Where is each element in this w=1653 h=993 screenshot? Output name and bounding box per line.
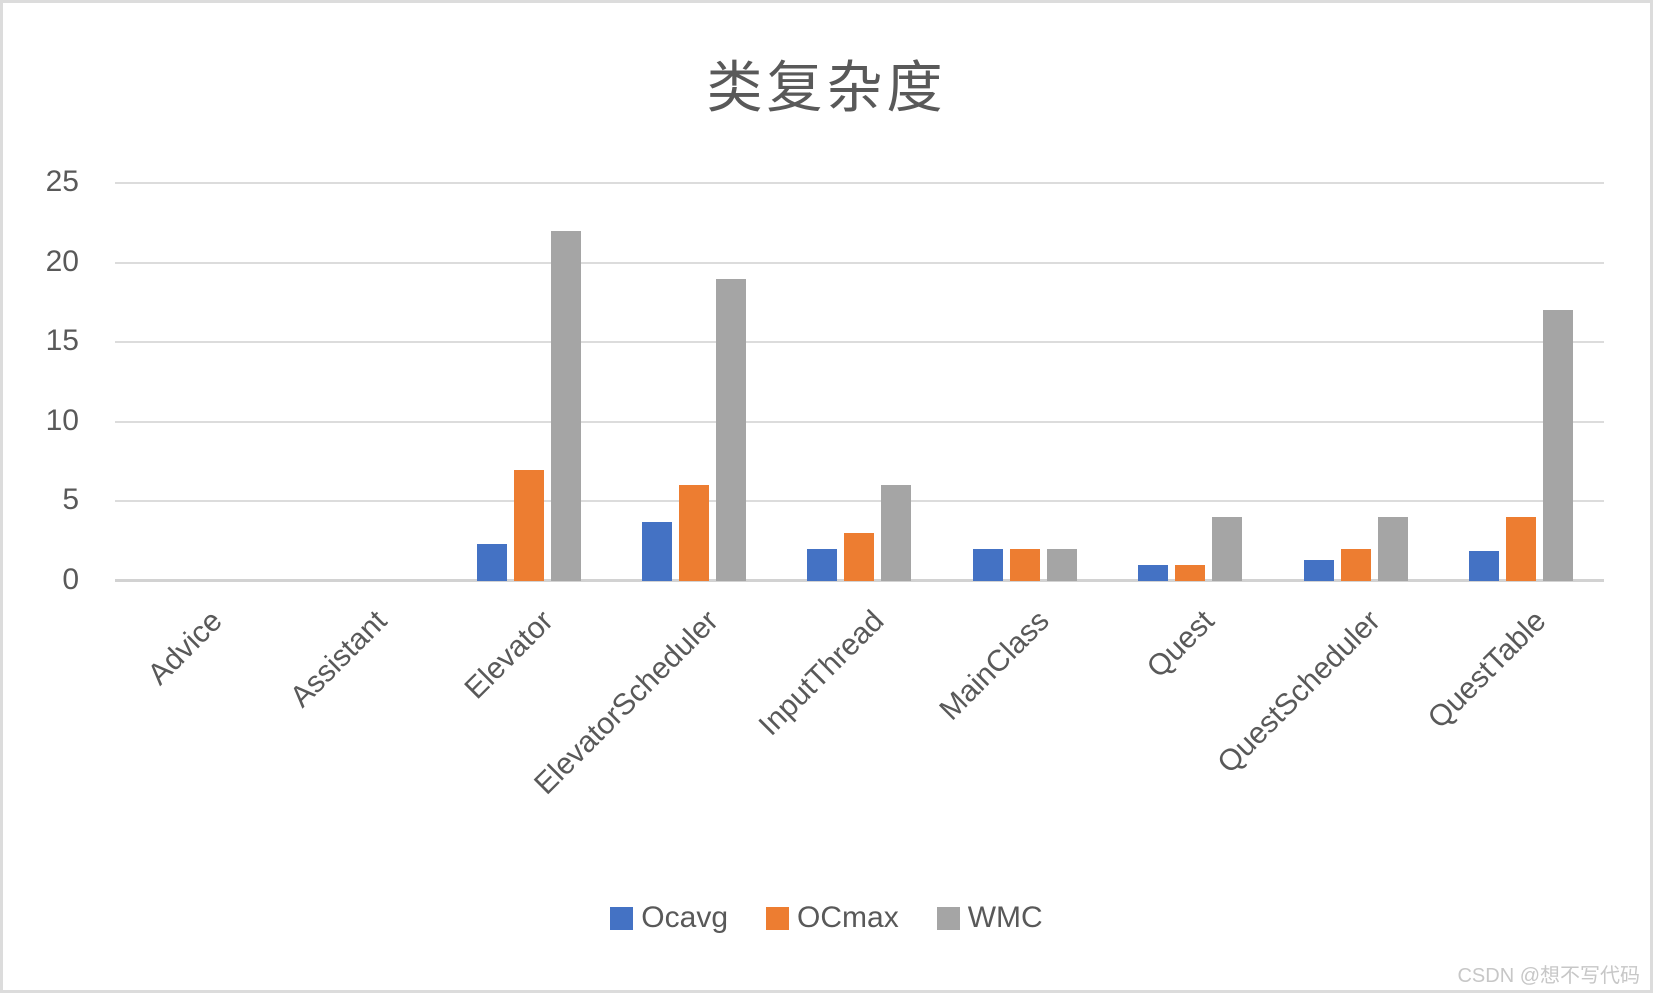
- x-axis-category-label-ElevatorScheduler: ElevatorScheduler: [527, 604, 725, 801]
- bar-ocavg-ElevatorScheduler: [642, 522, 673, 581]
- gridline-25: [115, 182, 1604, 184]
- bar-ocmax-MainClass: [1009, 549, 1040, 581]
- legend-swatch-ocavg: [610, 906, 634, 930]
- bar-ocavg-QuestScheduler: [1303, 560, 1334, 581]
- bar-wmc-Quest: [1212, 517, 1243, 581]
- legend-item-ocmax: OCmax: [766, 903, 899, 933]
- bar-group-Elevator: [446, 183, 611, 581]
- y-axis-tick-label-5: 5: [62, 483, 79, 517]
- legend-item-wmc: WMC: [936, 901, 1043, 934]
- legend-item-ocavg: Ocavg: [610, 903, 728, 933]
- plot-area: [115, 182, 1604, 582]
- legend-label-wmc: WMC: [967, 901, 1043, 934]
- bar-wmc-InputThread: [881, 485, 912, 581]
- bar-ocmax-QuestTable: [1506, 517, 1537, 581]
- legend-label-ocmax: OCmax: [797, 901, 899, 934]
- y-axis-tick-label-25: 25: [45, 165, 79, 198]
- bar-group-InputThread: [777, 183, 942, 581]
- bar-ocmax-QuestScheduler: [1340, 549, 1371, 581]
- bar-ocavg-Elevator: [476, 544, 507, 581]
- x-axis-category-label-Assistant: Assistant: [284, 604, 394, 714]
- legend-swatch-wmc: [936, 906, 960, 930]
- y-axis-tick-label-20: 20: [45, 244, 79, 278]
- legend-label-ocavg: Ocavg: [641, 901, 729, 934]
- bar-group-MainClass: [942, 183, 1107, 581]
- bar-ocavg-InputThread: [807, 549, 838, 581]
- y-axis-tick-label-0: 0: [62, 563, 79, 596]
- bar-ocmax-ElevatorScheduler: [679, 485, 710, 581]
- bar-wmc-MainClass: [1046, 549, 1077, 581]
- x-axis-category-label-MainClass: MainClass: [933, 604, 1056, 727]
- bar-group-QuestScheduler: [1273, 183, 1438, 581]
- bar-wmc-ElevatorScheduler: [716, 279, 747, 581]
- bar-group-QuestTable: [1439, 183, 1604, 581]
- y-axis-tick-label-10: 10: [45, 403, 79, 437]
- bar-ocmax-InputThread: [844, 533, 875, 581]
- csdn-watermark: CSDN @想不写代码: [1457, 965, 1640, 987]
- bar-group-Advice: [115, 183, 280, 581]
- bar-ocmax-Quest: [1175, 565, 1206, 581]
- x-axis-category-label-InputThread: InputThread: [752, 604, 891, 743]
- x-axis-category-label-QuestScheduler: QuestScheduler: [1210, 604, 1387, 780]
- bar-group-ElevatorScheduler: [611, 183, 776, 581]
- bar-wmc-Elevator: [550, 231, 581, 581]
- bar-wmc-QuestTable: [1543, 310, 1574, 581]
- legend-swatch-ocmax: [766, 906, 790, 930]
- bar-wmc-QuestScheduler: [1377, 517, 1408, 581]
- bar-group-Quest: [1108, 183, 1273, 581]
- gridline-20: [115, 261, 1604, 264]
- x-axis-category-label-Advice: Advice: [141, 604, 229, 692]
- bar-ocavg-QuestTable: [1469, 551, 1500, 581]
- legend: Ocavg OCmax WMC: [3, 903, 1650, 933]
- bar-ocavg-MainClass: [972, 549, 1003, 581]
- chart-title: 类复杂度: [706, 56, 947, 119]
- gridline-10: [115, 420, 1604, 423]
- gridline-15: [115, 341, 1604, 344]
- bar-ocmax-Elevator: [513, 470, 544, 581]
- x-axis-category-label-Elevator: Elevator: [458, 604, 560, 706]
- y-axis-tick-label-15: 15: [45, 324, 79, 358]
- bar-ocavg-Quest: [1138, 565, 1169, 581]
- bar-group-Assistant: [280, 183, 445, 581]
- x-axis-category-label-QuestTable: QuestTable: [1421, 604, 1552, 735]
- x-axis-category-label-Quest: Quest: [1141, 604, 1222, 685]
- gridline-5: [115, 500, 1604, 503]
